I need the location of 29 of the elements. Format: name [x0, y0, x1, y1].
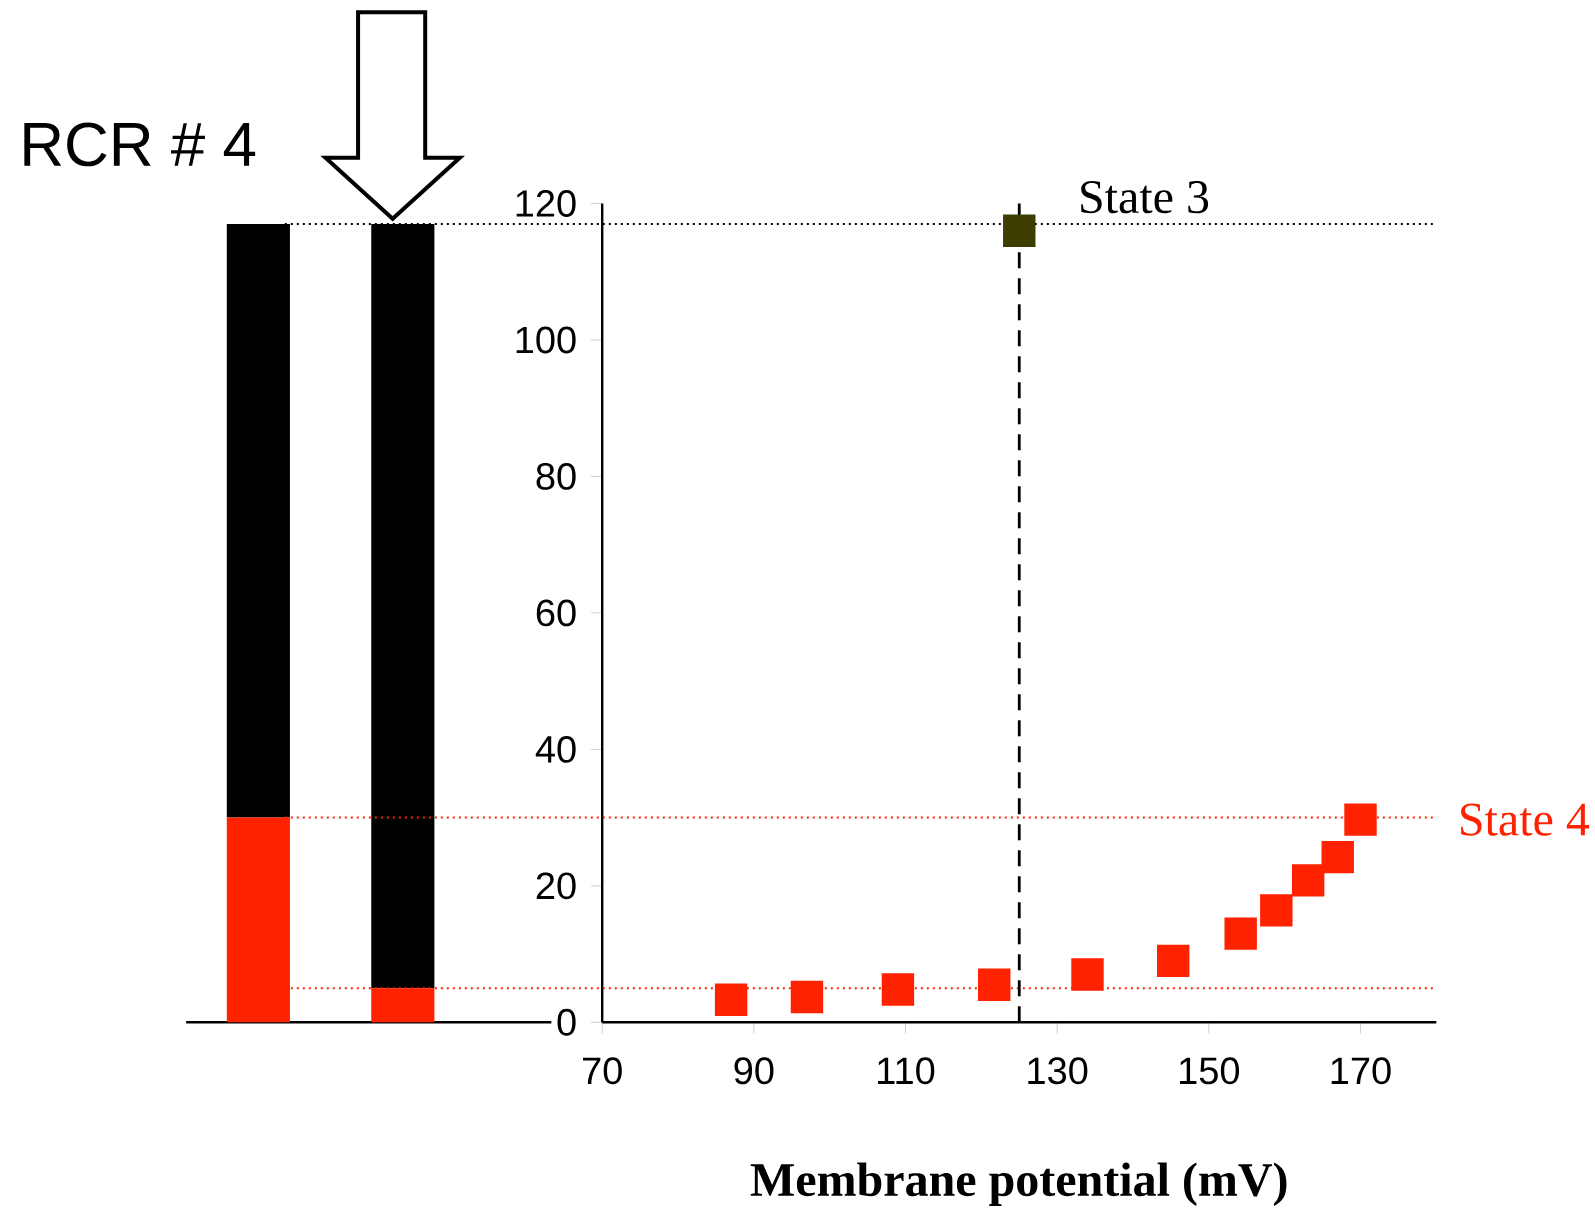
y-tick-label: 100 — [516, 326, 576, 354]
point — [978, 968, 1011, 1001]
y-tick-label: 20 — [536, 872, 576, 900]
point — [1157, 944, 1190, 977]
x-tick-label: 150 — [1180, 1057, 1240, 1085]
x-tick-label: 70 — [583, 1057, 622, 1085]
point — [881, 973, 915, 1006]
point — [714, 983, 748, 1016]
y-tick-label: 40 — [535, 735, 576, 763]
y-tick-label: 80 — [536, 462, 576, 490]
y-tick-label: 60 — [536, 599, 576, 627]
x-tick-label: 170 — [1331, 1057, 1391, 1085]
x-tick-label: 130 — [1028, 1057, 1088, 1085]
x-tick-label: 90 — [734, 1057, 774, 1085]
y-tick-label: 0 — [557, 1008, 576, 1036]
chart-title: RCR # 4 — [24, 122, 256, 167]
x-tick-label: 110 — [878, 1057, 935, 1085]
point — [790, 980, 824, 1014]
point — [1224, 917, 1257, 950]
point — [1003, 214, 1036, 247]
point — [1260, 893, 1293, 927]
point — [1071, 958, 1104, 991]
annotation: State 3 — [1081, 180, 1209, 214]
point — [1291, 863, 1325, 897]
y-tick-label: 120 — [516, 189, 576, 217]
series-label: State 4 — [1461, 803, 1590, 836]
point — [1344, 803, 1377, 836]
x-axis-title: Membrane potential (mV) — [750, 1162, 1287, 1206]
point — [1321, 840, 1354, 874]
